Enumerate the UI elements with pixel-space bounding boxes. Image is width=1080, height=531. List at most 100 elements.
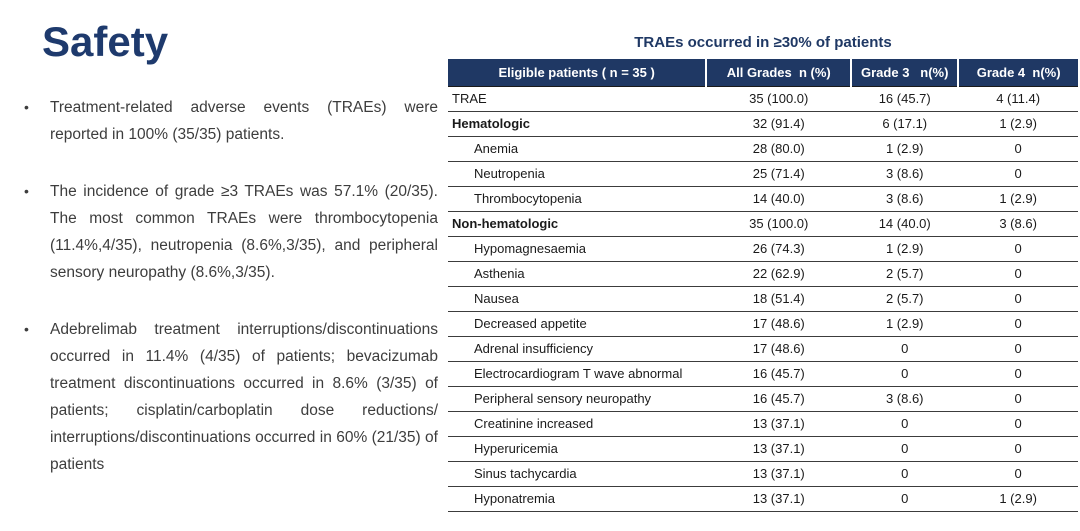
row-value: 1 (2.9) bbox=[851, 311, 959, 337]
row-value: 0 bbox=[851, 361, 959, 387]
row-value: 1 (2.9) bbox=[958, 486, 1078, 512]
table-row: Thrombocytopenia 14 (40.0) 3 (8.6) 1 (2.9) bbox=[448, 186, 1078, 212]
row-value: 13 (37.1) bbox=[706, 486, 852, 512]
row-label: TRAE bbox=[448, 86, 707, 112]
table-row: Nausea 18 (51.4) 2 (5.7) 0 bbox=[448, 286, 1078, 312]
bullet-text: Treatment-related adverse events (TRAEs)… bbox=[50, 99, 438, 143]
row-value: 0 bbox=[851, 411, 959, 437]
row-value: 25 (71.4) bbox=[706, 161, 852, 187]
column-header-all-grades: All Grades n (%) bbox=[705, 59, 852, 87]
trae-table: Eligible patients ( n = 35 ) All Grades … bbox=[448, 59, 1078, 512]
table-row: Sinus tachycardia 13 (37.1) 0 0 bbox=[448, 461, 1078, 487]
bullet-item: • Adebrelimab treatment interruptions/di… bbox=[22, 316, 438, 478]
table-row: Hyponatremia 13 (37.1) 0 1 (2.9) bbox=[448, 486, 1078, 512]
row-label: Sinus tachycardia bbox=[448, 461, 707, 487]
row-label: Asthenia bbox=[448, 261, 707, 287]
bullet-item: • Treatment-related adverse events (TRAE… bbox=[22, 94, 438, 148]
row-value: 1 (2.9) bbox=[851, 136, 959, 162]
table-row: Hematologic 32 (91.4) 6 (17.1) 1 (2.9) bbox=[448, 111, 1078, 137]
row-value: 0 bbox=[851, 436, 959, 462]
table-row: Neutropenia 25 (71.4) 3 (8.6) 0 bbox=[448, 161, 1078, 187]
row-value: 18 (51.4) bbox=[706, 286, 852, 312]
row-value: 0 bbox=[851, 461, 959, 487]
row-value: 0 bbox=[851, 336, 959, 362]
row-value: 26 (74.3) bbox=[706, 236, 852, 262]
row-label: Thrombocytopenia bbox=[448, 186, 707, 212]
row-value: 0 bbox=[958, 311, 1078, 337]
row-label: Electrocardiogram T wave abnormal bbox=[448, 361, 707, 387]
row-label: Adrenal insufficiency bbox=[448, 336, 707, 362]
row-value: 0 bbox=[958, 261, 1078, 287]
row-value: 3 (8.6) bbox=[851, 386, 959, 412]
table-row: Peripheral sensory neuropathy 16 (45.7) 3 … bbox=[448, 386, 1078, 412]
row-value: 1 (2.9) bbox=[851, 236, 959, 262]
table-row: Hyperuricemia 13 (37.1) 0 0 bbox=[448, 436, 1078, 462]
column-header-eligible-patients: Eligible patients ( n = 35 ) bbox=[448, 59, 707, 87]
table-header: Eligible patients ( n = 35 ) All Grades … bbox=[448, 59, 1078, 87]
row-label: Peripheral sensory neuropathy bbox=[448, 386, 707, 412]
row-label: Anemia bbox=[448, 136, 707, 162]
row-value: 3 (8.6) bbox=[958, 211, 1078, 237]
row-label: Hematologic bbox=[448, 111, 707, 137]
row-value: 4 (11.4) bbox=[958, 86, 1078, 112]
row-label: Nausea bbox=[448, 286, 707, 312]
row-value: 3 (8.6) bbox=[851, 161, 959, 187]
row-label: Non-hematologic bbox=[448, 211, 707, 237]
row-value: 17 (48.6) bbox=[706, 336, 852, 362]
row-value: 17 (48.6) bbox=[706, 311, 852, 337]
left-panel: Safety • Treatment-related adverse event… bbox=[22, 18, 438, 508]
row-value: 16 (45.7) bbox=[851, 86, 959, 112]
row-value: 32 (91.4) bbox=[706, 111, 852, 137]
table-title: TRAEs occurred in ≥30% of patients bbox=[634, 34, 892, 51]
row-value: 0 bbox=[851, 486, 959, 512]
row-value: 1 (2.9) bbox=[958, 111, 1078, 137]
row-value: 0 bbox=[958, 336, 1078, 362]
row-value: 14 (40.0) bbox=[706, 186, 852, 212]
row-value: 0 bbox=[958, 461, 1078, 487]
row-value: 0 bbox=[958, 361, 1078, 387]
trae-table-body: TRAE 35 (100.0) 16 (45.7) 4 (11.4) Hematolog… bbox=[448, 86, 1078, 512]
trae-table-panel: TRAEs occurred in ≥30% of patients Eligi… bbox=[448, 34, 1078, 512]
table-row: Hypomagnesaemia 26 (74.3) 1 (2.9) 0 bbox=[448, 236, 1078, 262]
row-value: 0 bbox=[958, 286, 1078, 312]
table-row: Decreased appetite 17 (48.6) 1 (2.9) 0 bbox=[448, 311, 1078, 337]
row-value: 13 (37.1) bbox=[706, 411, 852, 437]
bullet-icon: • bbox=[24, 321, 29, 337]
table-row: Electrocardiogram T wave abnormal 16 (45.… bbox=[448, 361, 1078, 387]
table-row: TRAE 35 (100.0) 16 (45.7) 4 (11.4) bbox=[448, 86, 1078, 112]
row-value: 0 bbox=[958, 436, 1078, 462]
row-value: 13 (37.1) bbox=[706, 461, 852, 487]
bullet-list: • Treatment-related adverse events (TRAE… bbox=[22, 94, 438, 478]
column-header-grade-3: Grade 3 n(%) bbox=[850, 59, 959, 87]
row-value: 35 (100.0) bbox=[706, 211, 852, 237]
row-value: 35 (100.0) bbox=[706, 86, 852, 112]
row-label: Hyperuricemia bbox=[448, 436, 707, 462]
row-value: 16 (45.7) bbox=[706, 386, 852, 412]
row-value: 6 (17.1) bbox=[851, 111, 959, 137]
row-value: 22 (62.9) bbox=[706, 261, 852, 287]
bullet-item: • The incidence of grade ≥3 TRAEs was 57… bbox=[22, 178, 438, 286]
row-value: 3 (8.6) bbox=[851, 186, 959, 212]
row-value: 16 (45.7) bbox=[706, 361, 852, 387]
row-value: 0 bbox=[958, 136, 1078, 162]
row-value: 0 bbox=[958, 236, 1078, 262]
row-value: 14 (40.0) bbox=[851, 211, 959, 237]
column-header-grade-4: Grade 4 n(%) bbox=[957, 59, 1078, 87]
row-value: 1 (2.9) bbox=[958, 186, 1078, 212]
row-value: 2 (5.7) bbox=[851, 286, 959, 312]
table-row: Adrenal insufficiency 17 (48.6) 0 0 bbox=[448, 336, 1078, 362]
row-value: 2 (5.7) bbox=[851, 261, 959, 287]
row-label: Creatinine increased bbox=[448, 411, 707, 437]
row-label: Decreased appetite bbox=[448, 311, 707, 337]
bullet-text: The incidence of grade ≥3 TRAEs was 57.1… bbox=[50, 183, 438, 281]
table-row: Anemia 28 (80.0) 1 (2.9) 0 bbox=[448, 136, 1078, 162]
table-header-row: Eligible patients ( n = 35 ) All Grades … bbox=[448, 59, 1078, 87]
row-value: 0 bbox=[958, 411, 1078, 437]
row-label: Hypomagnesaemia bbox=[448, 236, 707, 262]
row-label: Hyponatremia bbox=[448, 486, 707, 512]
row-value: 0 bbox=[958, 386, 1078, 412]
table-row: Non-hematologic 35 (100.0) 14 (40.0) 3 (8.6… bbox=[448, 211, 1078, 237]
row-value: 0 bbox=[958, 161, 1078, 187]
bullet-icon: • bbox=[24, 99, 29, 115]
